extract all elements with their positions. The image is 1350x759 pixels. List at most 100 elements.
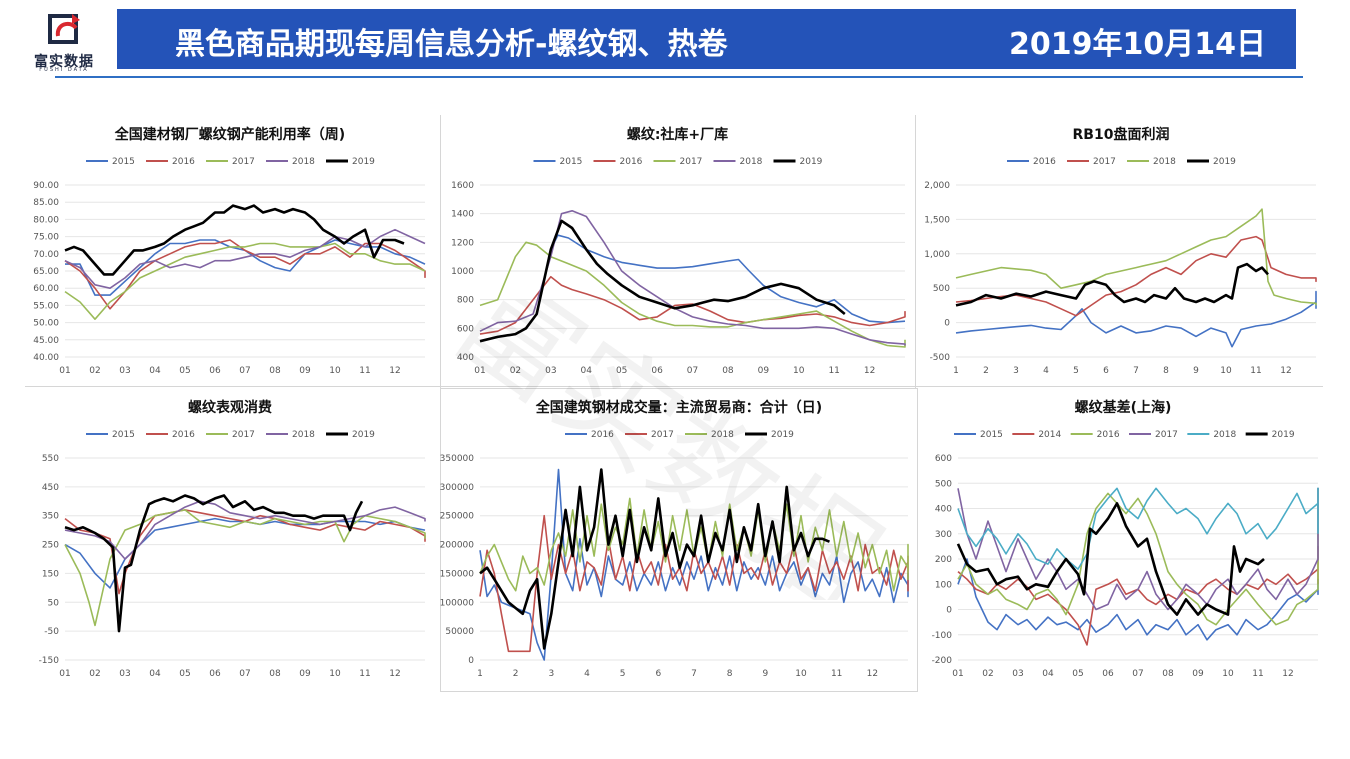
y-tick-label: 300 (935, 530, 952, 540)
series-line-2015 (550, 234, 906, 324)
legend-label: 2016 (1033, 157, 1056, 167)
x-tick-label: 7 (1133, 366, 1139, 376)
x-tick-label: 09 (299, 366, 311, 376)
chart-title: RB10盘面利润 (1073, 126, 1170, 143)
y-tick-label: 1,000 (924, 250, 950, 260)
series-line-2018 (64, 228, 426, 289)
x-tick-label: 09 (299, 669, 311, 679)
x-tick-label: 5 (1073, 366, 1079, 376)
series-line-2018 (64, 500, 426, 560)
y-tick-label: 350 (42, 512, 59, 522)
y-tick-label: 200000 (440, 541, 475, 551)
legend-label: 2019 (352, 157, 375, 167)
header-divider (55, 76, 1303, 78)
x-tick-label: 11 (359, 669, 370, 679)
panel-divider-v2 (915, 115, 916, 388)
x-tick-label: 08 (269, 669, 281, 679)
x-tick-label: 4 (1043, 366, 1049, 376)
series-line-2017 (479, 241, 906, 348)
legend-label: 2016 (172, 430, 195, 440)
legend-label: 2017 (1093, 157, 1116, 167)
basis-shanghai-chart: 螺纹基差(上海) 2015 2014 2016 2017 2018 2019 600 500 40… (932, 399, 1319, 679)
y-tick-label: -100 (932, 631, 953, 641)
x-tick-label: 5 (620, 669, 626, 679)
x-tick-label: 11 (1250, 366, 1261, 376)
x-tick-label: 02 (89, 366, 100, 376)
chart-panel-trade-volume: 全国建筑钢材成交量：主流贸易商：合计（日) 2016 2017 2018 2019 350… (440, 388, 918, 688)
x-tick-label: 10 (795, 669, 807, 679)
x-tick-label: 1 (953, 366, 959, 376)
panel-divider-v1 (440, 115, 441, 388)
x-tick-label: 04 (1042, 669, 1054, 679)
x-tick-label: 02 (982, 669, 993, 679)
brand-logo: 富实数据 FUSHI DATA (14, 8, 114, 73)
y-tick-label: 55.00 (33, 301, 59, 311)
y-tick-label: 100000 (440, 598, 475, 608)
y-tick-label: 45.00 (33, 336, 59, 346)
chart-panel-rebar-inventory: 螺纹:社库+厂库 2015 2016 2017 2018 2019 1600 1400 1200… (440, 115, 915, 385)
series-line-2019 (64, 494, 364, 633)
x-tick-label: 06 (209, 366, 221, 376)
y-tick-label: 2,000 (924, 181, 950, 191)
x-tick-label: 05 (179, 669, 190, 679)
x-tick-label: 12 (1280, 366, 1291, 376)
x-tick-label: 01 (474, 366, 485, 376)
x-tick-label: 03 (545, 366, 556, 376)
y-tick-label: 300000 (440, 483, 475, 493)
legend-label: 2017 (651, 430, 674, 440)
x-tick-label: 02 (510, 366, 521, 376)
x-tick-label: 6 (1103, 366, 1109, 376)
legend-label: 2018 (1153, 157, 1176, 167)
y-tick-label: 400 (457, 353, 474, 363)
y-tick-label: 250000 (440, 512, 475, 522)
y-tick-label: 50000 (445, 627, 474, 637)
x-tick-label: 06 (1102, 669, 1114, 679)
y-tick-label: 600 (457, 324, 474, 334)
y-tick-label: 150 (42, 569, 59, 579)
y-tick-label: 1,500 (924, 215, 950, 225)
x-tick-label: 10 (329, 366, 341, 376)
x-tick-label: 07 (239, 366, 250, 376)
x-tick-label: 3 (548, 669, 554, 679)
capacity-utilization-chart: 全国建材钢厂螺纹钢产能利用率（周) 2015 2016 2017 2018 2019 90.… (33, 126, 426, 376)
x-tick-label: 05 (179, 366, 190, 376)
y-tick-label: 400 (935, 505, 952, 515)
x-tick-label: 9 (1193, 366, 1199, 376)
x-tick-label: 07 (239, 669, 250, 679)
y-tick-label: 50.00 (33, 319, 59, 329)
x-tick-label: 08 (1162, 669, 1174, 679)
x-tick-label: 10 (1222, 669, 1234, 679)
y-tick-label: -500 (930, 353, 951, 363)
logo-subtext: FUSHI DATA (39, 67, 89, 73)
x-tick-label: 07 (687, 366, 698, 376)
logo-text: 富实数据 (34, 54, 94, 70)
x-tick-label: 8 (727, 669, 733, 679)
legend-label: 2017 (232, 430, 255, 440)
x-tick-label: 09 (1192, 669, 1204, 679)
legend-label: 2015 (560, 157, 583, 167)
chart-title: 螺纹基差(上海) (1075, 399, 1172, 416)
legend-label: 2017 (1155, 430, 1178, 440)
title-banner: 黑色商品期现每周信息分析-螺纹钢、热卷 2019年10月14日 (117, 9, 1296, 69)
x-tick-label: 11 (359, 366, 370, 376)
y-tick-label: 0 (946, 606, 952, 616)
y-tick-label: 60.00 (33, 284, 59, 294)
x-tick-label: 06 (651, 366, 663, 376)
legend-label: 2016 (620, 157, 643, 167)
x-tick-label: 06 (209, 669, 221, 679)
series-line-2017 (64, 242, 426, 320)
y-tick-label: 600 (935, 454, 952, 464)
panel-divider-h (25, 386, 1323, 387)
legend-label: 2016 (1097, 430, 1120, 440)
x-tick-label: 2 (983, 366, 989, 376)
legend-label: 2014 (1038, 430, 1061, 440)
series-line-2017 (955, 235, 1317, 317)
chart-title: 全国建材钢厂螺纹钢产能利用率（周) (114, 126, 345, 143)
chart-panel-basis-shanghai: 螺纹基差(上海) 2015 2014 2016 2017 2018 2019 600 500 40… (918, 388, 1328, 688)
series-line-2017 (957, 487, 1319, 611)
y-tick-label: 800 (457, 296, 474, 306)
legend-label: 2016 (172, 157, 195, 167)
x-tick-label: 08 (722, 366, 734, 376)
y-tick-label: 200 (935, 555, 952, 565)
x-tick-label: 03 (1012, 669, 1023, 679)
